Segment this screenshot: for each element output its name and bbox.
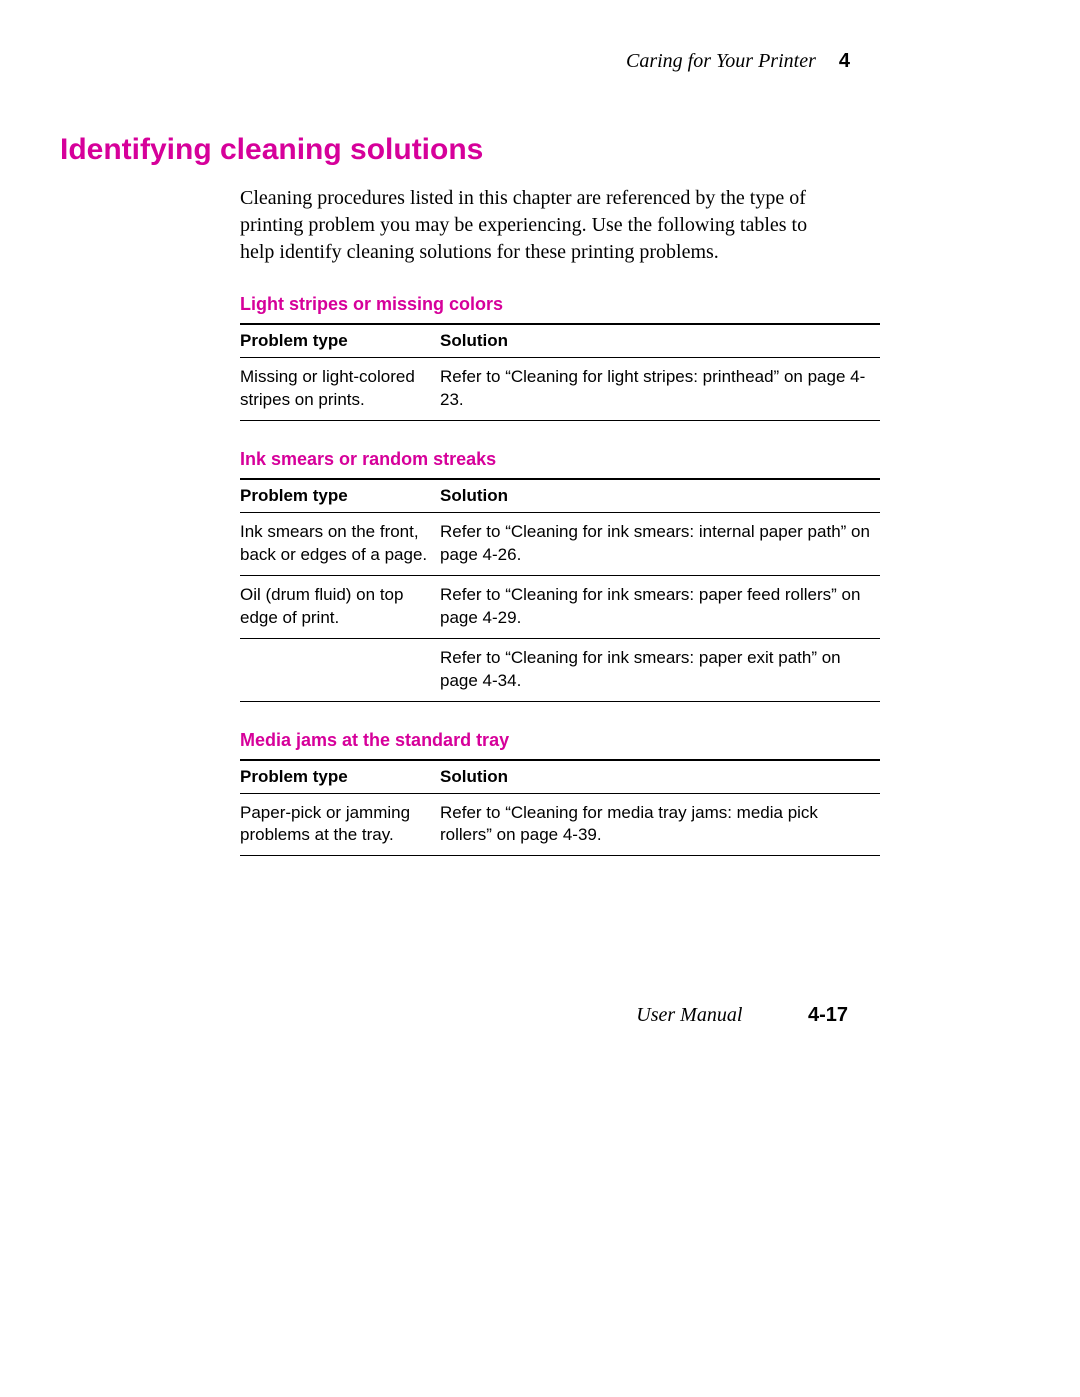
table-row: Paper-pick or jamming problems at the tr…	[240, 793, 880, 856]
cell-problem: Oil (drum fluid) on top edge of print.	[240, 575, 440, 638]
footer-label: User Manual	[636, 1004, 742, 1026]
running-header: Caring for Your Printer 4	[60, 50, 1020, 73]
col-problem-type: Problem type	[240, 479, 440, 513]
footer-page: 4-17	[808, 1004, 848, 1026]
cell-solution: Refer to “Cleaning for ink smears: paper…	[440, 575, 880, 638]
table-light-stripes: Problem type Solution Missing or light-c…	[240, 323, 880, 421]
table1-caption: Light stripes or missing colors	[240, 294, 1020, 315]
cell-problem: Paper-pick or jamming problems at the tr…	[240, 793, 440, 856]
col-solution: Solution	[440, 479, 880, 513]
table3-caption: Media jams at the standard tray	[240, 730, 1020, 751]
page-title: Identifying cleaning solutions	[60, 133, 1020, 167]
page-footer: User Manual 4-17	[636, 1004, 848, 1027]
running-title: Caring for Your Printer	[626, 50, 816, 72]
table-row: Ink smears on the front, back or edges o…	[240, 512, 880, 575]
cell-problem: Ink smears on the front, back or edges o…	[240, 512, 440, 575]
cell-problem: Missing or light-colored stripes on prin…	[240, 358, 440, 421]
table-header-row: Problem type Solution	[240, 479, 880, 513]
cell-solution: Refer to “Cleaning for ink smears: paper…	[440, 638, 880, 701]
col-solution: Solution	[440, 760, 880, 794]
intro-paragraph: Cleaning procedures listed in this chapt…	[240, 185, 820, 266]
table2-caption: Ink smears or random streaks	[240, 449, 1020, 470]
table-row: Refer to “Cleaning for ink smears: paper…	[240, 638, 880, 701]
table-header-row: Problem type Solution	[240, 324, 880, 358]
chapter-number: 4	[839, 50, 850, 72]
table-row: Oil (drum fluid) on top edge of print. R…	[240, 575, 880, 638]
cell-problem	[240, 638, 440, 701]
table-header-row: Problem type Solution	[240, 760, 880, 794]
page: Caring for Your Printer 4 Identifying cl…	[0, 0, 1080, 1397]
table-ink-smears: Problem type Solution Ink smears on the …	[240, 478, 880, 702]
col-solution: Solution	[440, 324, 880, 358]
cell-solution: Refer to “Cleaning for light stripes: pr…	[440, 358, 880, 421]
cell-solution: Refer to “Cleaning for ink smears: inter…	[440, 512, 880, 575]
col-problem-type: Problem type	[240, 324, 440, 358]
col-problem-type: Problem type	[240, 760, 440, 794]
table-media-jams: Problem type Solution Paper-pick or jamm…	[240, 759, 880, 857]
cell-solution: Refer to “Cleaning for media tray jams: …	[440, 793, 880, 856]
table-row: Missing or light-colored stripes on prin…	[240, 358, 880, 421]
